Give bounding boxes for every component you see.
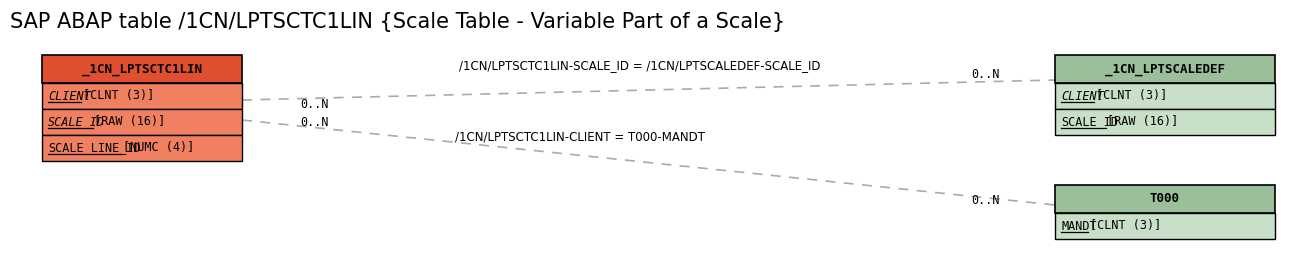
Text: MANDT: MANDT xyxy=(1061,220,1097,233)
FancyBboxPatch shape xyxy=(42,55,242,83)
Text: _1CN_LPTSCTC1LIN: _1CN_LPTSCTC1LIN xyxy=(82,63,203,76)
FancyBboxPatch shape xyxy=(1055,55,1276,83)
Text: [NUMC (4)]: [NUMC (4)] xyxy=(123,141,195,154)
FancyBboxPatch shape xyxy=(1055,213,1276,239)
Text: [RAW (16)]: [RAW (16)] xyxy=(1107,115,1179,128)
Text: SCALE_ID: SCALE_ID xyxy=(1061,115,1117,128)
Text: T000: T000 xyxy=(1150,192,1180,205)
Text: _1CN_LPTSCALEDEF: _1CN_LPTSCALEDEF xyxy=(1104,63,1225,76)
Text: CLIENT: CLIENT xyxy=(1061,89,1103,102)
Text: [RAW (16)]: [RAW (16)] xyxy=(94,115,166,128)
Text: 0..N: 0..N xyxy=(971,69,1000,82)
Text: 0..N: 0..N xyxy=(971,193,1000,207)
FancyBboxPatch shape xyxy=(42,135,242,161)
Text: CLIENT: CLIENT xyxy=(48,89,90,102)
FancyBboxPatch shape xyxy=(1055,83,1276,109)
FancyBboxPatch shape xyxy=(42,109,242,135)
FancyBboxPatch shape xyxy=(42,83,242,109)
Text: [CLNT (3)]: [CLNT (3)] xyxy=(1090,220,1161,233)
Text: 0..N: 0..N xyxy=(301,98,328,111)
Text: 0..N: 0..N xyxy=(301,115,328,128)
Text: SCALE_LINE_ID: SCALE_LINE_ID xyxy=(48,141,141,154)
Text: SCALE_ID: SCALE_ID xyxy=(48,115,105,128)
FancyBboxPatch shape xyxy=(1055,109,1276,135)
Text: /1CN/LPTSCTC1LIN-SCALE_ID = /1CN/LPTSCALEDEF-SCALE_ID: /1CN/LPTSCTC1LIN-SCALE_ID = /1CN/LPTSCAL… xyxy=(459,59,821,72)
Text: SAP ABAP table /1CN/LPTSCTC1LIN {Scale Table - Variable Part of a Scale}: SAP ABAP table /1CN/LPTSCTC1LIN {Scale T… xyxy=(10,12,786,32)
FancyBboxPatch shape xyxy=(1055,185,1276,213)
Text: [CLNT (3)]: [CLNT (3)] xyxy=(82,89,154,102)
Text: /1CN/LPTSCTC1LIN-CLIENT = T000-MANDT: /1CN/LPTSCTC1LIN-CLIENT = T000-MANDT xyxy=(455,130,704,143)
Text: [CLNT (3)]: [CLNT (3)] xyxy=(1095,89,1167,102)
